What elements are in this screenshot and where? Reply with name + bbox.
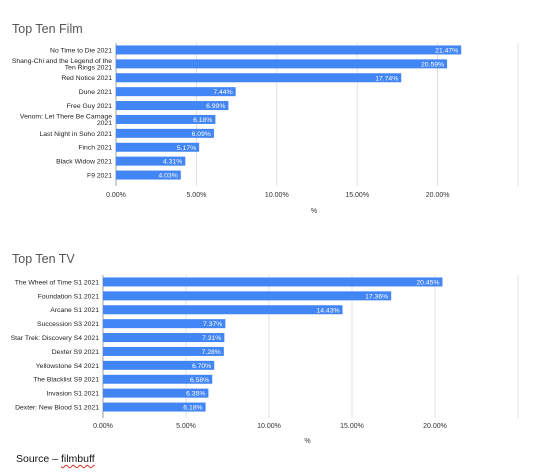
bar-value-label: 6.18% — [183, 405, 202, 412]
bar-value-label: 20.45% — [416, 279, 439, 286]
bar-value-label: 6.35% — [186, 391, 205, 398]
bar — [116, 128, 214, 138]
bar — [103, 402, 206, 412]
category-label: Dune 2021 — [79, 89, 112, 96]
bar-value-label: 7.31% — [202, 335, 221, 342]
category-label: Dexter: New Blood S1 2021 — [15, 404, 99, 411]
bar — [116, 101, 229, 111]
bar — [116, 45, 462, 55]
category-label: 2021 — [97, 120, 112, 127]
bar-value-label: 6.99% — [206, 103, 225, 110]
bar-value-label: 4.03% — [159, 173, 178, 180]
category-label: Arcane S1 2021 — [50, 307, 99, 314]
category-label: Black Widow 2021 — [56, 159, 112, 166]
bar-value-label: 6.18% — [193, 117, 212, 124]
category-label: No Time to Die 2021 — [50, 47, 112, 54]
bar-value-label: 17.36% — [365, 293, 388, 300]
bar — [103, 360, 215, 370]
x-axis-label: % — [304, 438, 310, 445]
bar — [116, 156, 186, 166]
x-tick-label: 20.00% — [426, 192, 450, 199]
bar — [116, 59, 448, 69]
x-tick-label: 20.00% — [423, 423, 447, 430]
category-label: Finch 2021 — [78, 145, 112, 152]
bar-value-label: 20.59% — [421, 61, 444, 68]
category-label: F9 2021 — [87, 172, 112, 179]
category-label: Succession S3 2021 — [37, 321, 99, 328]
bar — [103, 305, 343, 315]
bar-value-label: 7.44% — [213, 89, 232, 96]
bar-value-label: 7.37% — [203, 321, 222, 328]
x-tick-label: 10.00% — [265, 192, 289, 199]
category-label: Star Trek: Discovery S4 2021 — [11, 335, 100, 342]
bar — [103, 333, 225, 343]
film-chart: 0.00% 5.00% 10.00% 15.00% 20.00%% 21.47% No Ti… — [12, 43, 519, 215]
bar-value-label: 4.31% — [163, 159, 182, 166]
bar — [103, 388, 209, 398]
bar — [103, 277, 443, 287]
x-tick-label: 15.00% — [340, 423, 364, 430]
bar — [103, 291, 392, 301]
x-tick-label: 5.00% — [186, 192, 206, 199]
source-note: Source – filmbuff — [16, 453, 95, 465]
bar — [116, 170, 181, 180]
tv-chart-title: Top Ten TV — [12, 252, 75, 266]
category-label: Invasion S1 2021 — [46, 391, 99, 398]
category-label: Red Notice 2021 — [61, 75, 112, 82]
bar-value-label: 6.09% — [192, 131, 211, 138]
category-label: Ten Rings 2021 — [65, 65, 112, 72]
category-label: Last Night in Soho 2021 — [39, 131, 112, 138]
source-prefix: Source – — [16, 453, 61, 465]
bar — [116, 114, 216, 124]
category-label: Shang-Chi and the Legend of the — [12, 58, 112, 65]
x-tick-label: 10.00% — [257, 423, 281, 430]
bar-value-label: 17.74% — [375, 75, 398, 82]
category-label: The Wheel of Time S1 2021 — [15, 279, 99, 286]
tv-chart: 0.00% 5.00% 10.00% 15.00% 20.00%% 20.45% The W… — [11, 275, 519, 445]
film-chart-title: Top Ten Film — [12, 22, 83, 36]
bar-value-label: 7.28% — [202, 349, 221, 356]
x-tick-label: 0.00% — [106, 192, 126, 199]
x-tick-label: 5.00% — [176, 423, 196, 430]
source-brand: filmbuff — [60, 453, 95, 465]
category-label: Yellowstone S4 2021 — [36, 363, 99, 370]
bar — [116, 87, 236, 97]
bar — [103, 319, 226, 329]
category-label: Foundation S1 2021 — [38, 293, 99, 300]
x-tick-label: 15.00% — [345, 192, 369, 199]
bar — [103, 346, 224, 356]
category-label: The Blacklist S9 2021 — [33, 377, 99, 384]
x-axis-label: % — [311, 208, 317, 215]
bar — [103, 374, 213, 384]
bar-value-label: 5.17% — [177, 145, 196, 152]
bar — [116, 142, 200, 152]
bar-value-label: 14.43% — [316, 307, 339, 314]
category-label: Free Guy 2021 — [67, 103, 113, 110]
category-label: Venom: Let There Be Carnage — [20, 114, 112, 121]
bar-value-label: 21.47% — [435, 47, 458, 54]
x-tick-label: 0.00% — [93, 423, 113, 430]
bar-value-label: 6.70% — [192, 363, 211, 370]
bar-value-label: 6.58% — [190, 377, 209, 384]
bar — [116, 73, 402, 83]
category-label: Dexter S9 2021 — [52, 349, 99, 356]
